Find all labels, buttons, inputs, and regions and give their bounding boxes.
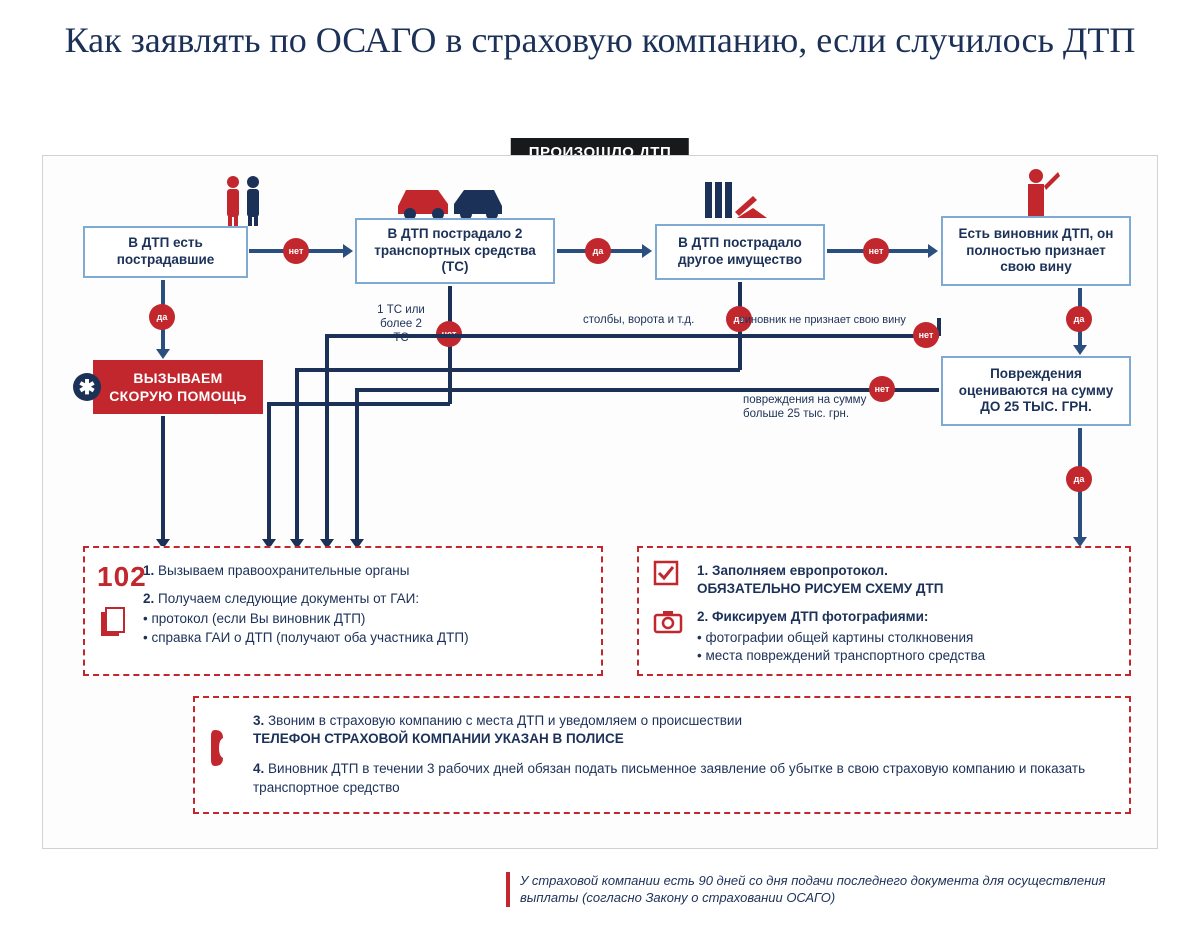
badge-yes-4: да: [1066, 306, 1092, 332]
note-columns: столбы, ворота и т.д.: [583, 314, 694, 326]
note-1tc: 1 ТС или более 2 ТС: [371, 304, 431, 345]
badge-no-4: нет: [913, 322, 939, 348]
note-sum: повреждения на сумму больше 25 тыс. грн.: [743, 394, 903, 422]
decision-two-vehicles: В ДТП пострадало 2 транспортных средства…: [355, 218, 555, 284]
footer-note: У страховой компании есть 90 дней со дня…: [506, 872, 1146, 907]
decision-guilty-admits: Есть виновник ДТП, он полностью признает…: [941, 216, 1131, 286]
page-title: Как заявлять по ОСАГО в страховую компан…: [0, 0, 1200, 73]
badge-yes-1: да: [149, 304, 175, 330]
people-icon: [221, 174, 269, 226]
right-step-1: 1. Заполняем европротокол.ОБЯЗАТЕЛЬНО РИ…: [697, 562, 1111, 598]
badge-yes-5: да: [1066, 466, 1092, 492]
bottom-step-3: 3. Звоним в страховую компанию с места Д…: [253, 712, 1111, 748]
phone-102: 102: [97, 558, 147, 596]
medical-star-icon: ✱: [73, 373, 101, 401]
decision-damage-sum: Повреждения оцениваются на сумму ДО 25 Т…: [941, 356, 1131, 426]
insurance-call-box: 3. Звоним в страховую компанию с места Д…: [193, 696, 1131, 814]
checkbox-icon: [653, 560, 679, 586]
badge-no-1: нет: [283, 238, 309, 264]
flow-container: В ДТП есть пострадавшие В ДТП пострадало…: [42, 155, 1158, 849]
camera-icon: [653, 610, 683, 634]
documents-icon: [99, 606, 129, 640]
bottom-step-4: 4. Виновник ДТП в течении 3 рабочих дней…: [253, 760, 1111, 796]
badge-yes-2: да: [585, 238, 611, 264]
property-icon: [703, 178, 773, 222]
europrotocol-box: 1. Заполняем европротокол.ОБЯЗАТЕЛЬНО РИ…: [637, 546, 1131, 676]
badge-no-3: нет: [863, 238, 889, 264]
right-step-2-bullets: фотографии общей картины столкновения ме…: [697, 629, 1111, 665]
note-guilt: виновник не признает свою вину: [739, 314, 906, 326]
action-call-ambulance: ВЫЗЫВАЕМ СКОРУЮ ПОМОЩЬ: [93, 360, 263, 414]
decision-victims: В ДТП есть пострадавшие: [83, 226, 248, 278]
phone-icon: [209, 728, 235, 768]
left-step-2-bullets: протокол (если Вы виновник ДТП) справка …: [143, 610, 583, 646]
right-step-2: 2. Фиксируем ДТП фотографиями:: [697, 608, 1111, 626]
police-steps-box: 102 1. Вызываем правоохранительные орган…: [83, 546, 603, 676]
left-step-1: 1. Вызываем правоохранительные органы: [143, 562, 583, 580]
decision-other-property: В ДТП пострадало другое имущество: [655, 224, 825, 280]
cars-crash-icon: [396, 176, 506, 224]
left-step-2: 2. Получаем следующие документы от ГАИ:: [143, 590, 583, 608]
